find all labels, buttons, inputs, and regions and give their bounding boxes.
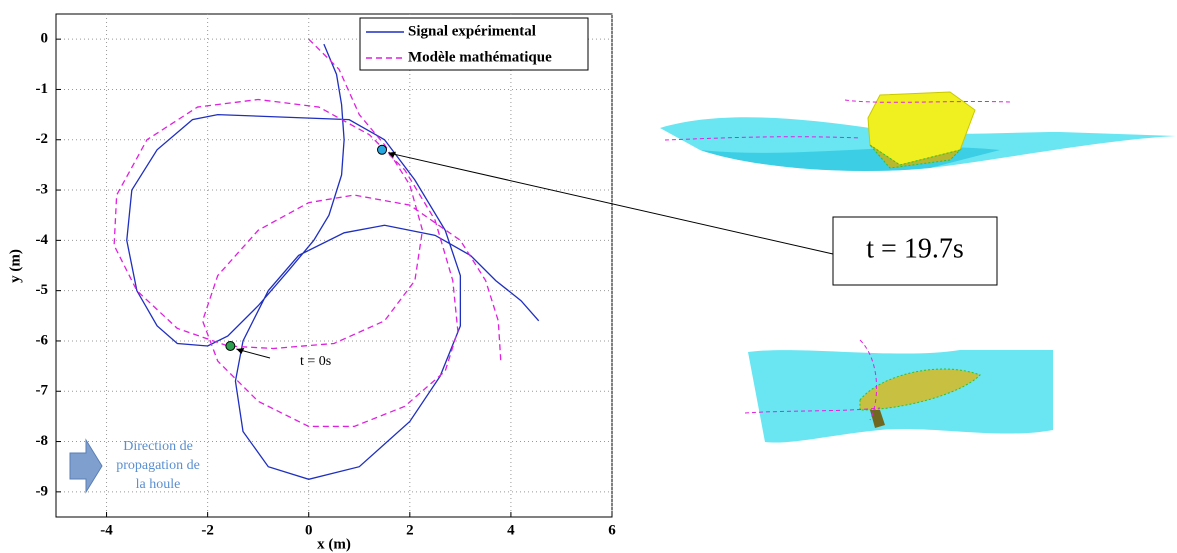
x-tick-label: 2 (406, 522, 414, 538)
callout-arrow (387, 152, 834, 255)
trajectory (113, 38, 502, 428)
arrow-head (388, 151, 397, 158)
render-bottom (744, 339, 1053, 443)
marker-label: t = 0s (300, 354, 331, 369)
y-axis-label: y (m) (7, 249, 23, 283)
plot-area (55, 13, 613, 518)
legend-label: Signal expérimental (408, 23, 536, 39)
y-tick-label: -4 (36, 232, 49, 248)
y-tick-label: -6 (36, 332, 49, 348)
annotation: propagation de (116, 458, 200, 473)
y-tick-label: -9 (36, 483, 49, 499)
trajectory (126, 43, 540, 480)
y-tick-label: 0 (41, 31, 49, 47)
x-axis-label: x (m) (317, 536, 351, 552)
y-tick-label: -3 (36, 181, 49, 197)
wave-arrow (69, 438, 103, 494)
callout-box (832, 216, 998, 286)
x-tick-label: 4 (507, 522, 515, 538)
marker (225, 340, 236, 351)
legend-label: Modèle mathématique (408, 49, 552, 65)
marker-label: t = 19.7s (866, 233, 963, 264)
x-tick-label: -2 (201, 522, 214, 538)
y-tick-label: -8 (36, 433, 49, 449)
x-tick-label: 0 (305, 522, 313, 538)
annotation: la houle (136, 477, 181, 492)
render-top (660, 91, 1176, 171)
x-tick-label: 6 (608, 522, 616, 538)
y-tick-label: -1 (36, 81, 49, 97)
y-tick-label: -5 (36, 282, 49, 298)
y-tick-label: -2 (36, 131, 49, 147)
x-tick-label: -4 (100, 522, 113, 538)
annotation: Direction de (123, 439, 193, 454)
marker (377, 144, 388, 155)
arrow-head (236, 347, 245, 354)
legend-box (359, 17, 589, 71)
y-tick-label: -7 (36, 383, 49, 399)
